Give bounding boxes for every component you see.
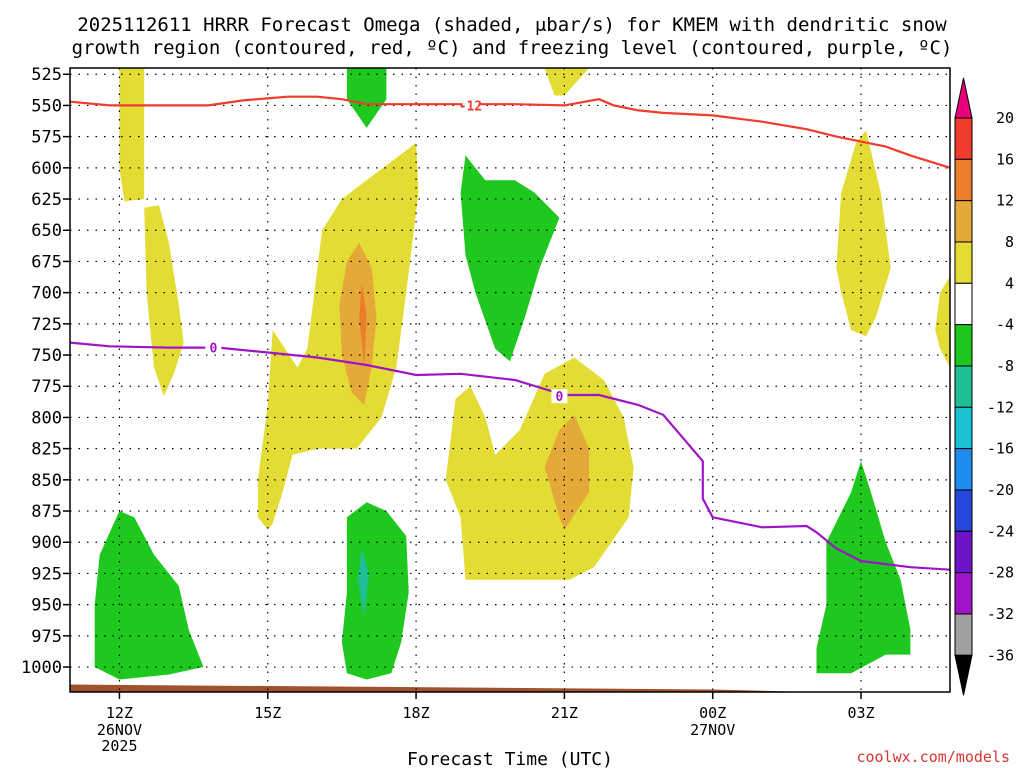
- colorbar-band--28--24: [954, 530, 973, 574]
- y-tick-label-725: 725: [31, 315, 62, 335]
- x-axis-label: Forecast Time (UTC): [407, 749, 613, 768]
- y-tick-label-1000: 1000: [21, 658, 62, 678]
- freezing-level-label-0-bg: [205, 340, 222, 355]
- dgz-contour-label: -12: [459, 99, 482, 114]
- y-tick-label-575: 575: [31, 128, 62, 148]
- omega-region-yellow-center-big: [257, 142, 419, 530]
- x-tick-label-03Z: 03Z: [847, 704, 874, 722]
- colorbar-band--4-4: [954, 282, 973, 326]
- y-tick-label-625: 625: [31, 190, 62, 210]
- credit-text[interactable]: coolwx.com/models: [856, 748, 1010, 766]
- y-axis: 525 550 575 600 625 650 675 700 725 750 775 800 825 8…: [21, 65, 70, 678]
- terrain-fill: [70, 684, 950, 692]
- y-tick-label-875: 875: [31, 502, 62, 522]
- x-tick-sublabel-12Z-0: 26NOV: [97, 721, 142, 739]
- y-tick-label-775: 775: [31, 377, 62, 397]
- plot-area: -12 0 0: [69, 67, 951, 693]
- y-tick-label-650: 650: [31, 221, 62, 241]
- y-tick-label-600: 600: [31, 159, 62, 179]
- colorbar-band-16-20: [954, 117, 973, 160]
- omega-region-yellow-left-top: [119, 68, 145, 202]
- x-tick-label-21Z: 21Z: [551, 704, 578, 722]
- colorbar-band--32--28: [954, 572, 973, 615]
- grid-lines: [70, 68, 950, 692]
- y-tick-label-525: 525: [31, 65, 62, 85]
- colorbar-label-5: -4: [996, 316, 1014, 334]
- colorbar: 20 16 12 8 4 -4 -8 -12 -16 -20 -24 -28 -32 -36: [954, 77, 1014, 696]
- x-tick-label-12Z: 12Z: [106, 704, 133, 722]
- colorbar-band-lt--36: [954, 654, 973, 696]
- contour-lines: [70, 95, 950, 571]
- dgz-contour-label-bg: [462, 98, 479, 113]
- contour-labels: -12 0 0: [205, 98, 568, 405]
- freezing-level-line: [70, 341, 950, 571]
- omega-region-green-bottom-center: [341, 502, 409, 680]
- colorbar-label-0: 20: [996, 109, 1014, 127]
- y-tick-label-950: 950: [31, 596, 62, 616]
- omega-region-yellow-right-upper: [836, 130, 891, 337]
- colorbar-band-gt-20: [954, 77, 973, 119]
- y-tick-label-700: 700: [31, 284, 62, 304]
- omega-region-green-top-center: [346, 68, 387, 128]
- colorbar-band--24--20: [954, 489, 973, 532]
- y-tick-label-800: 800: [31, 408, 62, 428]
- y-tick-label-975: 975: [31, 627, 62, 647]
- colorbar-band--8--4: [954, 324, 973, 367]
- y-tick-label-825: 825: [31, 440, 62, 460]
- y-tick-label-675: 675: [31, 252, 62, 272]
- x-tick-label-15Z: 15Z: [254, 704, 281, 722]
- x-tick-sublabel-12Z-1: 2025: [101, 737, 137, 755]
- plot-frame: [69, 67, 951, 693]
- omega-region-green-upper-mid: [460, 155, 560, 362]
- chart-title-line-2: growth region (contoured, red, ºC) and f…: [72, 37, 953, 59]
- omega-region-yellow-mid-bottom: [445, 357, 634, 580]
- omega-region-red-center: [359, 282, 367, 368]
- x-tick-label-18Z: 18Z: [403, 704, 430, 722]
- y-tick-label-850: 850: [31, 471, 62, 491]
- omega-region-yellow-right-edge: [935, 276, 950, 368]
- y-tick-label-550: 550: [31, 96, 62, 116]
- colorbar-band--12--8: [954, 365, 973, 408]
- colorbar-band--20--16: [954, 448, 973, 491]
- omega-region-teal-bottom-center: [357, 548, 370, 618]
- freezing-level-label-0: 0: [209, 342, 217, 357]
- colorbar-label-8: -16: [987, 440, 1014, 458]
- omega-region-yellow-top-center: [544, 68, 590, 96]
- omega-region-orange-mid-bottom: [544, 414, 590, 530]
- colorbar-label-1: 16: [996, 150, 1014, 168]
- colorbar-label-12: -32: [987, 605, 1014, 623]
- x-tick-label-00Z: 00Z: [699, 704, 726, 722]
- colorbar-band--36--32: [954, 613, 973, 656]
- freezing-level-label-1-bg: [551, 389, 568, 404]
- colorbar-label-11: -28: [987, 564, 1014, 582]
- dgz-contour-line: [70, 95, 950, 169]
- freezing-level-label-1: 0: [556, 390, 564, 405]
- colorbar-label-9: -20: [987, 481, 1014, 499]
- chart-title-line-1: 2025112611 HRRR Forecast Omega (shaded, …: [77, 14, 947, 36]
- colorbar-band--16--12: [954, 406, 973, 450]
- colorbar-label-7: -12: [987, 398, 1014, 416]
- colorbar-band-4-8: [954, 241, 973, 284]
- colorbar-label-3: 8: [1005, 233, 1014, 251]
- omega-region-green-bottom-right: [816, 461, 911, 674]
- colorbar-label-10: -24: [987, 522, 1014, 540]
- omega-shading: [94, 68, 950, 680]
- y-tick-label-900: 900: [31, 533, 62, 553]
- x-tick-sublabel-00Z-0: 27NOV: [690, 721, 735, 739]
- colorbar-label-13: -36: [987, 646, 1014, 664]
- omega-region-yellow-left-mid: [144, 205, 184, 397]
- colorbar-band-8-12: [954, 200, 973, 243]
- colorbar-label-2: 12: [996, 192, 1014, 210]
- colorbar-label-4: 4: [1005, 274, 1014, 292]
- omega-region-green-bottom-left: [94, 511, 204, 680]
- terrain-layer: [70, 684, 950, 692]
- y-tick-label-925: 925: [31, 564, 62, 584]
- y-tick-label-750: 750: [31, 346, 62, 366]
- colorbar-label-6: -8: [996, 357, 1014, 375]
- colorbar-band-12-16: [954, 158, 973, 202]
